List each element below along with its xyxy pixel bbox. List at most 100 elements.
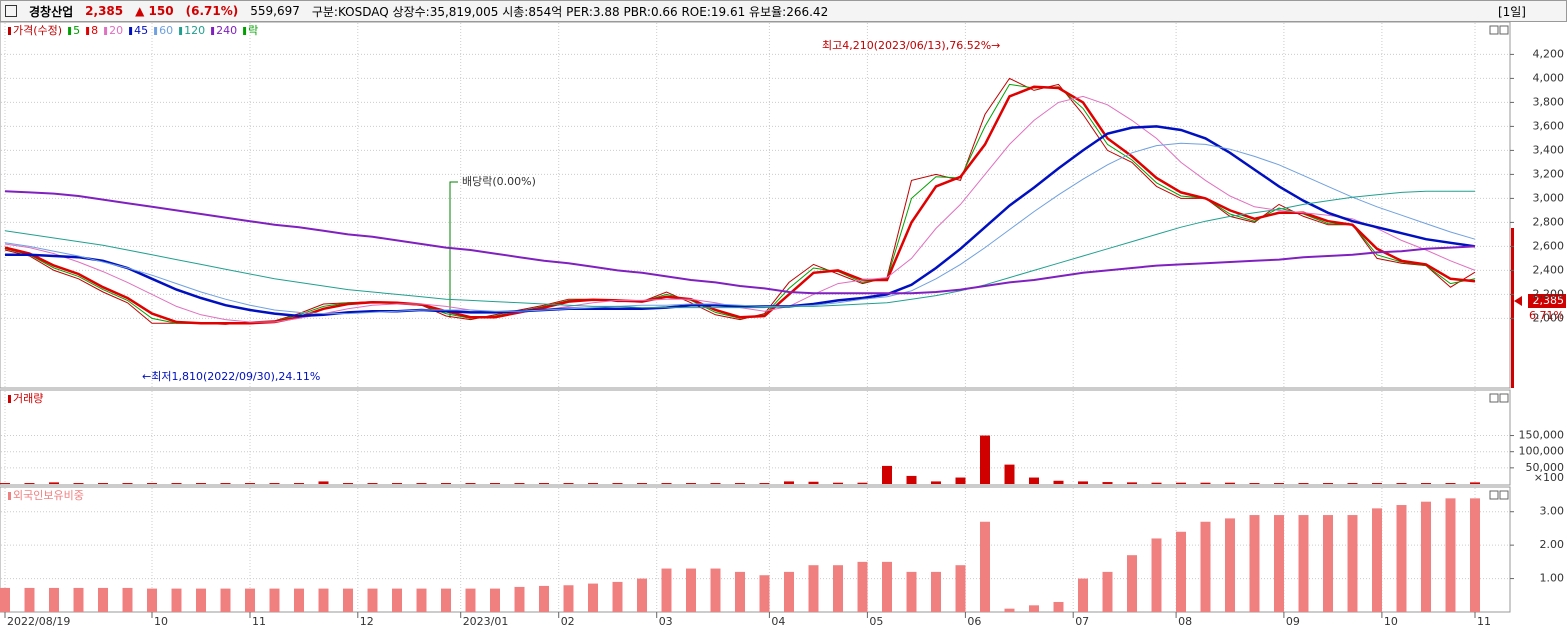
price-arrow <box>1514 296 1522 306</box>
legend-label: 120 <box>184 24 205 37</box>
bar <box>245 483 255 484</box>
bar <box>759 483 770 484</box>
bar <box>808 565 819 612</box>
bar <box>196 483 206 484</box>
bar <box>73 483 84 484</box>
bar <box>1470 482 1480 484</box>
bar <box>1127 555 1137 612</box>
bar <box>269 483 280 484</box>
y-tick-label: 2.00 <box>1540 538 1565 551</box>
panel-button[interactable] <box>1489 490 1499 500</box>
x-tick-label: 05 <box>869 615 883 628</box>
unit: ×100 <box>1534 471 1564 484</box>
legend-swatch <box>211 27 215 35</box>
bar <box>367 588 378 612</box>
bar <box>294 483 304 484</box>
panel-button[interactable] <box>1489 25 1499 35</box>
bar <box>24 587 35 612</box>
period[interactable]: [1일] <box>1497 4 1526 19</box>
bar <box>1151 538 1162 612</box>
bar <box>245 588 255 612</box>
legend-swatch <box>8 27 11 35</box>
bar <box>1347 515 1358 612</box>
bar <box>367 483 378 484</box>
bar <box>931 571 941 612</box>
legend-label: 8 <box>91 24 98 37</box>
bar <box>882 561 892 612</box>
legend-swatch <box>104 27 108 35</box>
x-tick-label: 06 <box>967 615 981 628</box>
legend-label: 가격(수정) <box>13 24 62 37</box>
panel-button[interactable] <box>1499 490 1509 500</box>
bar <box>1396 505 1407 612</box>
x-tick-label: 10 <box>1384 615 1398 628</box>
bar <box>1445 498 1456 612</box>
panel-button[interactable] <box>1489 393 1499 403</box>
bar <box>661 483 672 484</box>
y-tick-label: 4,000 <box>1533 71 1565 84</box>
bar <box>416 483 427 484</box>
low-annotation: ←최저1,810(2022/09/30),24.11% <box>142 370 320 383</box>
y-tick-label: 3,000 <box>1533 191 1565 204</box>
legend-swatch <box>68 27 72 35</box>
bar <box>441 588 451 612</box>
bar <box>955 565 966 612</box>
x-tick-label: 11 <box>1477 615 1491 628</box>
legend-label: 외국인보유비중 <box>13 489 84 502</box>
bar <box>465 588 476 612</box>
bar <box>1078 578 1088 612</box>
bar <box>931 481 941 484</box>
bar <box>1078 481 1088 484</box>
checkbox[interactable] <box>5 5 17 17</box>
y-tick-label: 50,000 <box>1526 461 1565 474</box>
legend-swatch <box>154 27 158 35</box>
bar <box>73 587 84 612</box>
bar <box>1347 483 1358 484</box>
bar <box>490 483 500 484</box>
y-tick-label: 4,200 <box>1533 47 1565 60</box>
y-tick-label: 3,800 <box>1533 95 1565 108</box>
legend-label: 240 <box>216 24 237 37</box>
panel-button[interactable] <box>1499 393 1509 403</box>
legend-label: 20 <box>109 24 123 37</box>
y-tick-label: 3,200 <box>1533 167 1565 180</box>
info: 구분:KOSDAQ 상장수:35,819,005 시총:854억 PER:3.8… <box>311 4 829 19</box>
bar <box>318 588 329 612</box>
last-box <box>1528 294 1566 308</box>
bar <box>49 587 59 612</box>
panel-button[interactable] <box>1499 25 1509 35</box>
legend-swatch <box>86 27 90 35</box>
bar <box>49 482 59 484</box>
bar <box>416 588 427 612</box>
bar <box>1225 518 1235 612</box>
y-tick-label: 100,000 <box>1519 445 1565 458</box>
x-tick-label: 2022/08/19 <box>7 615 70 628</box>
bar <box>147 588 157 612</box>
bar <box>833 565 843 612</box>
bar <box>906 571 917 612</box>
bar <box>1200 482 1211 484</box>
x-tick-label: 03 <box>659 615 673 628</box>
bar <box>1396 483 1407 484</box>
bar <box>269 588 280 612</box>
bar <box>588 583 598 612</box>
bar <box>1053 480 1064 484</box>
volume: 559,697 <box>250 4 300 18</box>
bar <box>441 483 451 484</box>
bar <box>612 483 623 484</box>
x-tick-label: 11 <box>252 615 266 628</box>
bar <box>147 483 157 484</box>
bar <box>686 483 696 484</box>
x-tick-label: 2023/01 <box>463 615 509 628</box>
bar <box>661 568 672 612</box>
bar <box>710 568 721 612</box>
bar <box>1323 515 1333 612</box>
bar <box>735 483 745 484</box>
bar <box>1176 482 1186 484</box>
bar <box>686 568 696 612</box>
bar <box>465 483 476 484</box>
x-tick-label: 04 <box>771 615 785 628</box>
bar <box>563 585 574 612</box>
y-tick-label: 3.00 <box>1540 505 1565 518</box>
legend-label: 거래량 <box>13 392 43 405</box>
